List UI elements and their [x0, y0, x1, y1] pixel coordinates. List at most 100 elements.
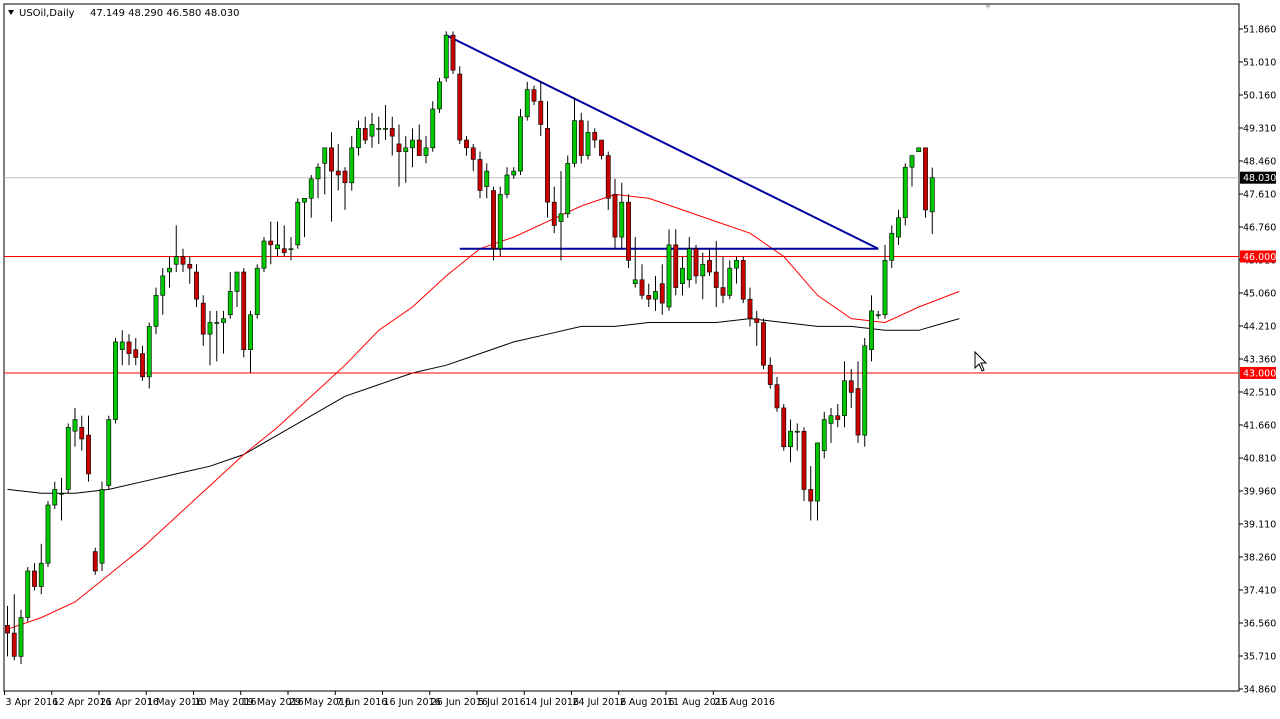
candle: [842, 361, 847, 428]
candle: [673, 229, 679, 296]
y-tick-label: 50.160: [1243, 91, 1276, 102]
candle-body: [693, 248, 699, 277]
candle-body: [497, 194, 503, 250]
candle: [288, 237, 294, 261]
candle: [585, 120, 591, 160]
candle-body: [52, 489, 58, 506]
candle-body: [572, 120, 577, 164]
y-tick-label: 39.110: [1243, 520, 1276, 531]
candle: [896, 209, 901, 245]
candle: [140, 345, 145, 381]
symbol-label: USOil,Daily: [19, 8, 75, 19]
candle: [464, 136, 469, 156]
candle-body: [153, 295, 159, 327]
candle-body: [504, 174, 510, 195]
candle: [194, 264, 199, 307]
candle-body: [909, 155, 915, 168]
candle: [646, 283, 652, 307]
candle: [909, 155, 915, 187]
candle: [491, 186, 496, 261]
candle: [308, 174, 314, 218]
candle-body: [848, 380, 854, 393]
candle-body: [518, 116, 523, 172]
candle: [740, 256, 746, 304]
candle-body: [659, 283, 665, 304]
x-tick-label: 5 Jul 2016: [478, 697, 526, 708]
candle: [767, 357, 773, 389]
x-tick-label: 2 Aug 2016: [620, 697, 675, 708]
candle: [403, 136, 409, 183]
candle-body: [835, 415, 841, 420]
candle: [25, 567, 31, 622]
candle-body: [146, 326, 152, 378]
candle-body: [79, 427, 85, 440]
candle: [545, 101, 550, 218]
candle-body: [639, 279, 645, 296]
candle-body: [720, 287, 726, 296]
shift-marker-icon[interactable]: [985, 5, 991, 9]
candle: [126, 334, 132, 366]
y-tick-label: 41.660: [1243, 421, 1276, 432]
candle-body: [754, 318, 760, 323]
candle-body: [315, 166, 321, 180]
last-price-tag-label: 48.030: [1243, 173, 1276, 184]
candle: [342, 167, 348, 210]
candle: [119, 330, 125, 366]
candle: [241, 268, 247, 358]
y-tick-label: 39.960: [1243, 487, 1276, 498]
candle: [437, 77, 442, 113]
candle: [869, 295, 874, 362]
candle-body: [389, 128, 395, 137]
candle-body: [801, 430, 807, 490]
candle-body: [727, 267, 733, 296]
candle: [275, 221, 280, 257]
candle: [686, 237, 692, 288]
candle: [531, 85, 537, 106]
candles: [5, 31, 935, 665]
candle-body: [302, 197, 307, 203]
candle: [221, 310, 226, 354]
candle-body: [734, 260, 739, 269]
candle-body: [92, 551, 98, 572]
candle-body: [862, 345, 868, 436]
x-tick-label: 11 Aug 2016: [667, 697, 728, 708]
candle: [592, 128, 598, 148]
candle-body: [646, 295, 652, 300]
candle: [572, 97, 577, 168]
mouse-cursor-icon: [974, 350, 988, 372]
candle-body: [5, 625, 10, 634]
candle: [254, 264, 260, 319]
candle-body: [38, 562, 44, 587]
y-tick-label: 35.710: [1243, 652, 1276, 663]
candle-body: [653, 291, 658, 300]
candle: [322, 147, 328, 195]
candle: [788, 419, 793, 463]
candle: [794, 423, 800, 451]
candle-body: [254, 267, 260, 316]
candle: [882, 244, 888, 319]
candle-body: [18, 617, 24, 657]
candle: [754, 310, 760, 346]
candle-body: [308, 178, 314, 199]
candle: [86, 415, 91, 482]
candle-body: [747, 298, 753, 319]
candle-body: [740, 260, 746, 300]
candle: [180, 248, 186, 273]
candle: [383, 105, 388, 141]
dropdown-triangle-icon[interactable]: [8, 10, 14, 15]
candle-body: [585, 131, 591, 156]
candle: [457, 66, 463, 144]
candle-body: [113, 341, 118, 420]
candle-body: [794, 430, 800, 433]
candle-body: [410, 139, 415, 149]
candle-body: [187, 263, 193, 269]
level-tag-0-bg: [1240, 250, 1276, 263]
candle-body: [275, 244, 280, 250]
candle-body: [430, 108, 436, 149]
y-tick-label: 42.510: [1243, 388, 1276, 399]
ohlc-readout: 47.149 48.290 46.580 48.030: [90, 8, 240, 19]
candle: [848, 369, 854, 408]
